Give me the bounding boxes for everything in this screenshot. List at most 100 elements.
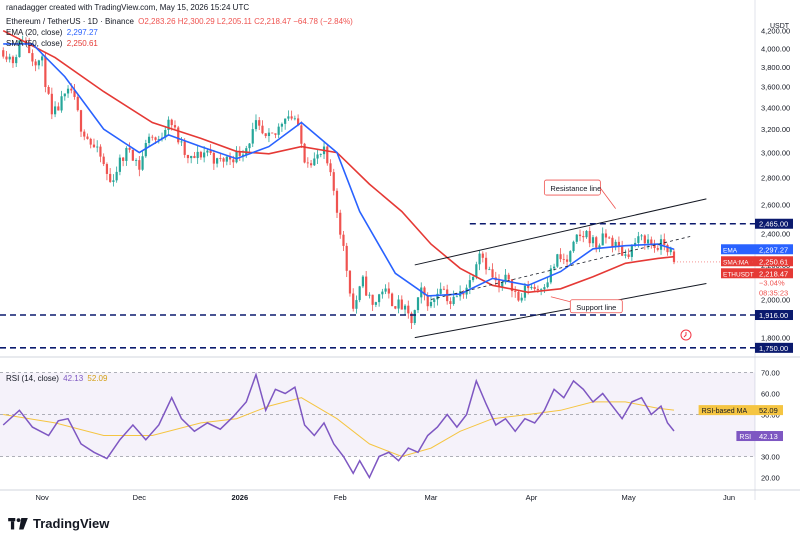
candle-body [381, 291, 384, 295]
rsi-legend[interactable]: RSI (14, close) 42.13 52.09 [6, 374, 109, 384]
support-callout-pointer [550, 296, 571, 303]
ema-legend[interactable]: EMA (20, close) 2,297.27 [6, 28, 100, 38]
candle-body [439, 288, 442, 294]
mid-channel-line [430, 236, 691, 300]
candle-body [501, 282, 504, 287]
rsi-tick-label: 20.00 [761, 474, 780, 483]
candle-body [34, 61, 37, 66]
candle-body [426, 295, 429, 307]
price-tick-label: 3,600.00 [761, 83, 790, 92]
rsi-tag-name: RSI [739, 434, 751, 441]
candle-body [481, 253, 484, 258]
price-tag-name-box [721, 256, 755, 267]
support-line [414, 283, 707, 339]
candle-body [131, 149, 134, 161]
candle-body [527, 285, 530, 289]
price-tick-label: 2,400.00 [761, 229, 790, 238]
candle-body [533, 286, 536, 289]
candle-body [180, 141, 183, 143]
candle-body [640, 235, 643, 237]
candle-body [653, 244, 656, 249]
candle-body [219, 158, 222, 159]
candle-body [601, 233, 604, 246]
price-tick-label: 2,000.00 [761, 295, 790, 304]
sma-legend[interactable]: SMA (50, close) 2,250.61 [6, 39, 100, 49]
sma50-line [2, 29, 675, 294]
change-percent: −3.04% [759, 278, 785, 287]
candle-body [128, 147, 131, 150]
candle-body [222, 158, 225, 162]
candle-body [572, 241, 575, 252]
sma-legend-value: 2,250.61 [66, 39, 98, 48]
price-tag-name-box [721, 268, 755, 279]
candle-body [517, 291, 520, 301]
candle-body [507, 274, 510, 280]
candle-body [416, 297, 420, 311]
candle-body [15, 57, 18, 64]
candle-body [2, 50, 5, 57]
resistance-callout-pointer [600, 187, 616, 209]
candle-body [520, 297, 523, 301]
candle-body [293, 118, 296, 120]
candle-body [83, 131, 86, 137]
rsi-tick-label: 30.00 [761, 453, 780, 462]
candle-body [413, 310, 416, 324]
candle-body [565, 259, 569, 262]
tradingview-logo[interactable]: TradingView [8, 516, 109, 531]
candle-body [614, 241, 617, 248]
candle-body [258, 120, 261, 126]
sma-legend-label: SMA (50, close) [6, 39, 63, 48]
rsi-tag-value: 42.13 [759, 432, 778, 441]
candle-body [274, 133, 277, 135]
candle-body [429, 301, 433, 307]
time-tick-label: 2026 [231, 493, 248, 502]
candle-body [536, 288, 539, 291]
candle-body [562, 259, 565, 260]
horizontal-level-value: 2,465.00 [759, 220, 788, 229]
candle-body [329, 163, 332, 173]
candle-body [28, 43, 31, 54]
candle-body [420, 287, 423, 298]
candle-body [157, 139, 160, 140]
candle-body [514, 291, 517, 292]
candle-body [403, 305, 407, 310]
symbol-title[interactable]: Ethereum / TetherUS · 1D · Binance [6, 17, 134, 26]
price-tag-name: ETHUSDT [723, 271, 754, 278]
candle-body [378, 294, 381, 303]
candle-body [144, 143, 147, 157]
candle-body [390, 293, 394, 307]
candle-body [164, 129, 167, 138]
candle-body [284, 118, 287, 124]
candle-body [206, 150, 209, 153]
tradingview-logo-text: TradingView [33, 516, 110, 531]
author-line: ranadagger created with TradingView.com,… [6, 3, 250, 12]
resistance-line [414, 198, 707, 266]
rsi-ma-legend-value: 52.09 [87, 374, 108, 383]
symbol-line[interactable]: Ethereum / TetherUS · 1D · Binance O2,28… [6, 17, 355, 27]
candle-body [484, 257, 488, 270]
ema-legend-value: 2,297.27 [66, 28, 98, 37]
candle-body [287, 116, 290, 119]
candle-body [617, 241, 621, 247]
candle-body [313, 158, 316, 166]
candle-body [433, 299, 436, 302]
candle-body [11, 56, 15, 64]
candle-body [37, 60, 40, 66]
candle-body [394, 306, 397, 309]
candle-body [212, 152, 215, 164]
rsi-line [2, 372, 675, 480]
candle-body [41, 56, 44, 61]
candle-body [122, 157, 125, 161]
candle-body [190, 155, 193, 159]
candle-body [643, 235, 646, 244]
candle-body [238, 151, 241, 156]
ohlc-values: O2,283.26 H2,300.29 L2,205.11 C2,218.47 … [138, 17, 353, 26]
candle-body [92, 144, 96, 148]
candle-body [575, 234, 578, 242]
support-callout-text: Support line [576, 303, 616, 312]
candle-body [173, 125, 177, 128]
candle-body [125, 147, 128, 161]
candle-body [666, 244, 669, 253]
candle-body [271, 132, 274, 134]
